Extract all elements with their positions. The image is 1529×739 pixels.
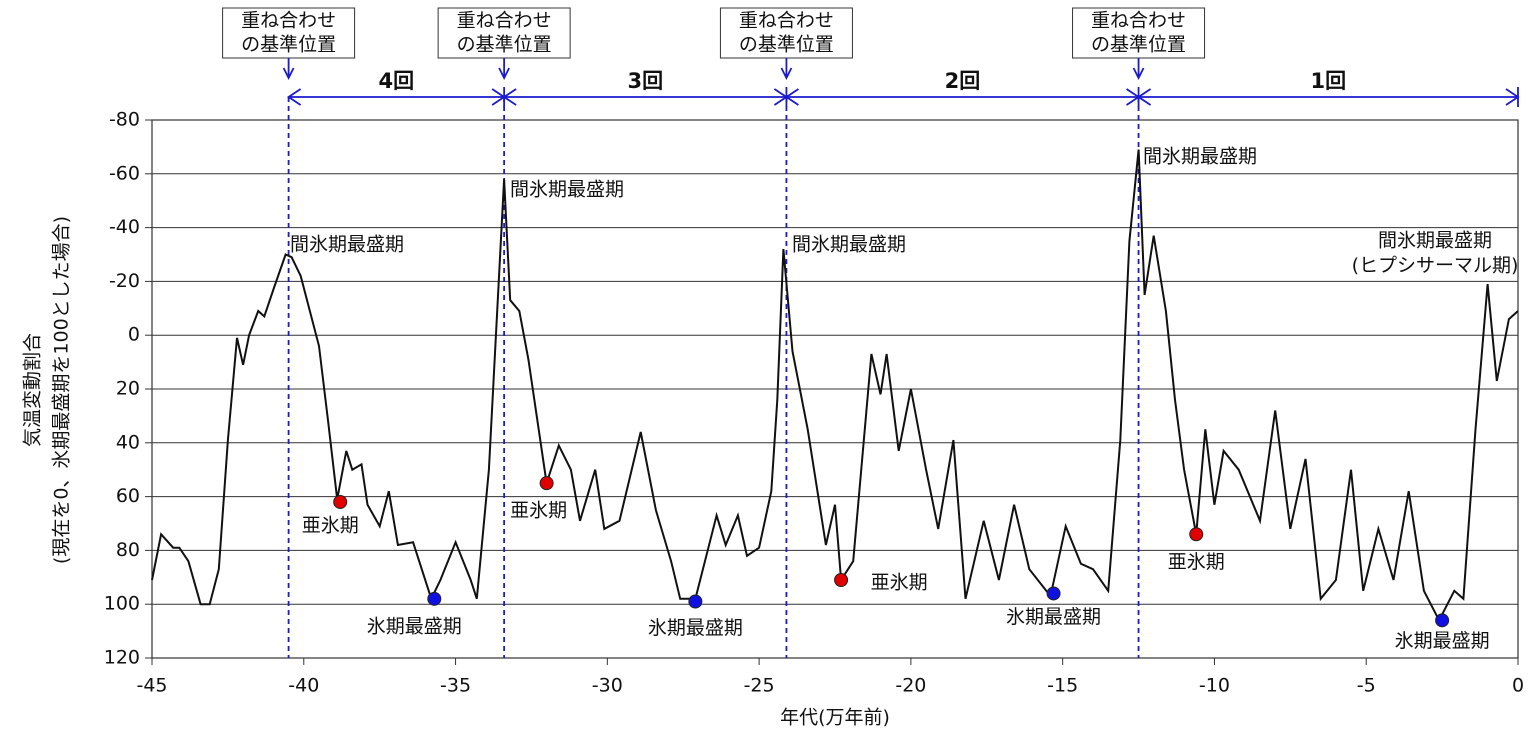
reference-box xyxy=(1072,7,1206,59)
interval-label: 1回 xyxy=(1310,69,1346,93)
reference-label: の基準位置 xyxy=(1091,34,1186,56)
peak-label: (ヒプシサーマル期) xyxy=(1352,255,1519,277)
reference-box xyxy=(719,7,853,59)
peak-label: 間氷期最盛期 xyxy=(510,179,624,201)
reference-label: 重ね合わせ xyxy=(241,10,336,32)
x-tick-label: -40 xyxy=(288,675,319,697)
y-tick-label: -60 xyxy=(109,162,140,184)
peak-label: 間氷期最盛期 xyxy=(1143,146,1257,168)
reference-label: 重ね合わせ xyxy=(739,10,834,32)
reference-arrowhead xyxy=(498,67,510,81)
point-label: 亜氷期 xyxy=(1168,551,1225,573)
peak-label: 間氷期最盛期 xyxy=(1378,230,1492,252)
point-label: 亜氷期 xyxy=(302,514,359,536)
point xyxy=(1189,527,1204,542)
point xyxy=(834,572,849,587)
y-tick-label: 120 xyxy=(104,647,140,669)
point xyxy=(1435,613,1450,628)
y-axis-label: (現在を0、氷期最盛期を100とした場合) xyxy=(51,216,73,564)
point xyxy=(333,494,348,509)
reference-label: 重ね合わせ xyxy=(1091,10,1186,32)
reference-label: の基準位置 xyxy=(241,34,336,56)
interval-label: 3回 xyxy=(627,69,663,93)
reference-box xyxy=(437,7,571,59)
y-tick-label: -80 xyxy=(109,109,140,131)
point xyxy=(1046,586,1061,601)
point-label: 氷期最盛期 xyxy=(1395,630,1490,652)
x-tick-label: 0 xyxy=(1512,675,1524,697)
point xyxy=(688,594,703,609)
y-tick-label: 60 xyxy=(116,485,140,507)
x-tick-label: -35 xyxy=(440,675,471,697)
y-axis-label: 気温変動割合 xyxy=(22,333,44,447)
y-tick-label: 40 xyxy=(116,431,140,453)
y-tick-label: 80 xyxy=(116,539,140,561)
y-tick-label: 0 xyxy=(128,324,140,346)
y-tick-label: -20 xyxy=(109,270,140,292)
x-tick-label: -20 xyxy=(895,675,926,697)
x-tick-label: -25 xyxy=(744,675,775,697)
reference-arrowhead xyxy=(282,67,295,81)
x-tick-label: -5 xyxy=(1357,675,1376,697)
reference-label: の基準位置 xyxy=(739,34,834,56)
point-label: 氷期最盛期 xyxy=(367,615,462,637)
y-tick-label: 20 xyxy=(116,378,140,400)
x-tick-label: -30 xyxy=(592,675,623,697)
point-label: 亜氷期 xyxy=(871,571,928,593)
point xyxy=(539,476,554,491)
point-label: 氷期最盛期 xyxy=(648,617,743,639)
plot-frame xyxy=(151,119,1519,659)
reference-label: 重ね合わせ xyxy=(457,10,552,32)
peak-label: 間氷期最盛期 xyxy=(792,234,906,256)
point-label: 亜氷期 xyxy=(510,500,567,522)
interval-label: 4回 xyxy=(379,69,415,93)
x-tick-label: -45 xyxy=(136,675,167,697)
y-tick-label: 100 xyxy=(104,593,140,615)
point-label: 氷期最盛期 xyxy=(1006,606,1101,628)
y-tick-label: -40 xyxy=(109,216,140,238)
line xyxy=(151,149,1519,623)
interval-label: 2回 xyxy=(945,69,981,93)
reference-label: の基準位置 xyxy=(457,34,552,56)
point xyxy=(427,591,442,606)
peak-label: 間氷期最盛期 xyxy=(290,234,404,256)
reference-arrowhead xyxy=(1132,67,1145,81)
x-tick-label: -15 xyxy=(1047,675,1078,697)
reference-arrowhead xyxy=(780,67,793,81)
x-axis-label: 年代(万年前) xyxy=(780,707,890,729)
x-tick-label: -10 xyxy=(1199,675,1230,697)
reference-box xyxy=(222,7,356,59)
